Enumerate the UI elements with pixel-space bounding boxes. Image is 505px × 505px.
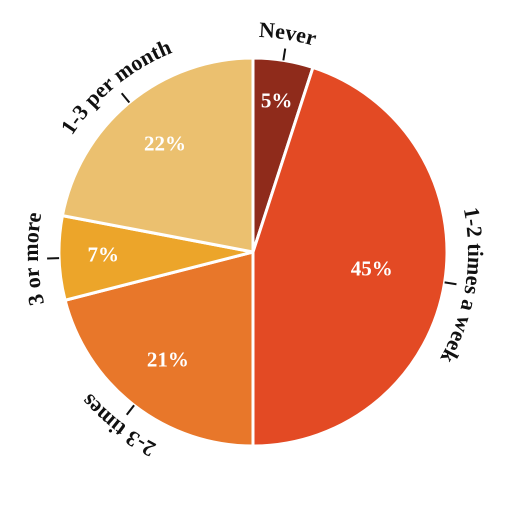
pie-slice	[63, 250, 255, 448]
leader-tick	[282, 48, 287, 61]
leader-tick	[444, 281, 457, 286]
value-label: 45%	[351, 257, 393, 281]
value-label: 7%	[88, 243, 120, 267]
leader-tick	[120, 92, 131, 104]
leader-tick	[125, 404, 135, 416]
pie-slice	[251, 65, 449, 448]
pie-slice	[60, 56, 255, 254]
category-label: 3 or more	[18, 210, 49, 308]
value-label: 21%	[147, 348, 189, 372]
value-label: 22%	[144, 131, 186, 155]
value-label: 5%	[261, 88, 293, 112]
category-label-path: 3 or more	[18, 210, 49, 308]
category-label-path: Never	[258, 17, 319, 51]
category-label: Never	[258, 17, 319, 51]
